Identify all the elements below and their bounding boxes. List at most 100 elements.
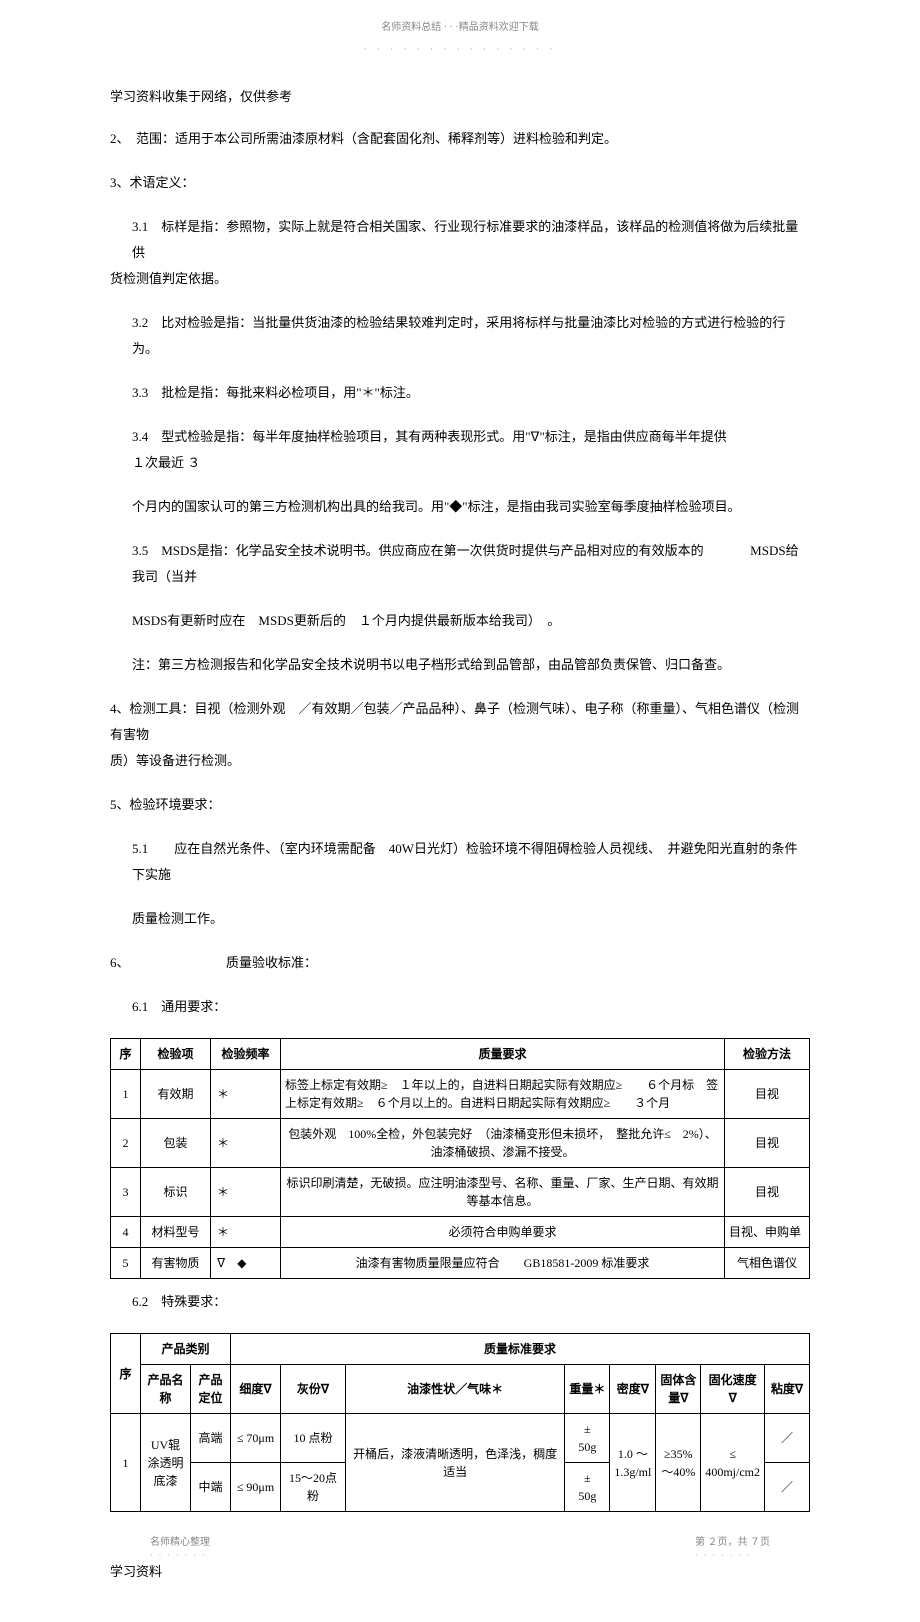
section-6: 6、 质量验收标准： <box>110 950 810 976</box>
t1r5-seq: 5 <box>111 1248 141 1279</box>
t1r1-method: 目视 <box>725 1070 810 1119</box>
t2-ash: 灰份ᐁ <box>281 1365 346 1414</box>
s3-4a-tail: １次最近 ３ <box>132 455 200 470</box>
t1r4-freq: ＊ <box>211 1217 281 1248</box>
t1r3-method: 目视 <box>725 1168 810 1217</box>
t1r4-req: 必须符合申购单要求 <box>281 1217 725 1248</box>
note: 注：第三方检测报告和化学品安全技术说明书以电子档形式给到品管部，由品管部负责保管… <box>110 652 810 678</box>
t2-category: 产品类别 <box>141 1334 231 1365</box>
t2r1-solid: ≥35%～40% <box>656 1414 701 1512</box>
t1r1-req: 标签上标定有效期≥ １年以上的，自进料日期起实际有效期应≥ ６个月标 签上标定有… <box>281 1070 725 1119</box>
t1r2-req: 包装外观 100%全检，外包装完好 （油漆桶变形但未损坏， 整批允许≤ 2%）、… <box>281 1119 725 1168</box>
t2-fineness: 细度ᐁ <box>231 1365 281 1414</box>
table1-row-5: 5 有害物质 ᐁ ◆ 油漆有害物质量限量应符合 GB18581-2009 标准要… <box>111 1248 810 1279</box>
table1-row-2: 2 包装 ＊ 包装外观 100%全检，外包装完好 （油漆桶变形但未损坏， 整批允… <box>111 1119 810 1168</box>
top-header: 名师资料总结 · · ·精品资料欢迎下载 <box>110 20 810 35</box>
header-dots: · · · · · · · · · · · · · · · <box>110 43 810 57</box>
t1r5-method: 气相色谱仪 <box>725 1248 810 1279</box>
section-2: 2、 范围：适用于本公司所需油漆原材料（含配套固化剂、稀释剂等）进料检验和判定。 <box>110 126 810 152</box>
footer-left-dots: · · · · · · · <box>150 1550 210 1562</box>
table2-header-top: 序 产品类别 质量标准要求 <box>111 1334 810 1365</box>
section-3: 3、术语定义： <box>110 170 810 196</box>
t1r5-req: 油漆有害物质量限量应符合 GB18581-2009 标准要求 <box>281 1248 725 1279</box>
t2-name: 产品名称 <box>141 1365 191 1414</box>
section-6-2: 6.2 特殊要求： <box>110 1289 810 1315</box>
section-3-4a: 3.4 型式检验是指：每半年度抽样检验项目，其有两种表现形式。用"ᐁ"标注，是指… <box>110 424 810 476</box>
section-5-1a: 5.1 应在自然光条件、（室内环境需配备 40W日光灯）检验环境不得阻碍检验人员… <box>110 836 810 888</box>
page-footer-left: 名师精心整理 · · · · · · · <box>150 1535 210 1562</box>
table2-row-1a: 1 UV辊涂透明底漆 高端 ≤ 70μm 10 点粉 开桶后，漆液清晰透明，色泽… <box>111 1414 810 1463</box>
page-wrapper: 名师资料总结 · · ·精品资料欢迎下载 · · · · · · · · · ·… <box>110 20 810 1582</box>
section-6-1: 6.1 通用要求： <box>110 994 810 1020</box>
table1-row-1: 1 有效期 ＊ 标签上标定有效期≥ １年以上的，自进料日期起实际有效期应≥ ６个… <box>111 1070 810 1119</box>
t2-density: 密度ᐁ <box>610 1365 656 1414</box>
s6-tail: 质量验收标准： <box>226 955 317 970</box>
footer-right-dots: · · · · · · · <box>695 1550 770 1562</box>
t2r1-visc2: ／ <box>765 1463 810 1512</box>
t1r5-item: 有害物质 <box>141 1248 211 1279</box>
t1r3-item: 标识 <box>141 1168 211 1217</box>
t1r2-freq: ＊ <box>211 1119 281 1168</box>
t2-grade: 产品定位 <box>191 1365 231 1414</box>
footer-left-text: 名师精心整理 <box>150 1535 210 1550</box>
t2r1-cure: ≤ 400mj/cm2 <box>701 1414 765 1512</box>
t2-cure: 固化速度ᐁ <box>701 1365 765 1414</box>
section-3-3: 3.3 批检是指：每批来料必检项目，用"＊"标注。 <box>110 380 810 406</box>
t2-seq: 序 <box>111 1334 141 1414</box>
t2r1-fineness2: ≤ 90μm <box>231 1463 281 1512</box>
t2r1-grade2: 中端 <box>191 1463 231 1512</box>
section-3-1a: 3.1 标样是指：参照物，实际上就是符合相关国家、行业现行标准要求的油漆样品，该… <box>110 214 810 266</box>
t1r3-freq: ＊ <box>211 1168 281 1217</box>
t1r2-item: 包装 <box>141 1119 211 1168</box>
t2r1-ash2: 15～20点粉 <box>281 1463 346 1512</box>
t2r1-seq: 1 <box>111 1414 141 1512</box>
section-3-4b: 个月内的国家认可的第三方检测机构出具的给我司。用"◆"标注，是指由我司实验室每季… <box>110 494 810 520</box>
t1r4-seq: 4 <box>111 1217 141 1248</box>
t1r4-item: 材料型号 <box>141 1217 211 1248</box>
s6-prefix: 6、 <box>110 955 130 970</box>
s3-4a-main: 3.4 型式检验是指：每半年度抽样检验项目，其有两种表现形式。用"ᐁ"标注，是指… <box>132 429 727 444</box>
section-3-5b: MSDS有更新时应在 MSDS更新后的 １个月内提供最新版本给我司） 。 <box>110 608 810 634</box>
t1r3-req: 标识印刷清楚，无破损。应注明油漆型号、名称、重量、厂家、生产日期、有效期等基本信… <box>281 1168 725 1217</box>
t2r1-weight2: ± 50g <box>565 1463 610 1512</box>
section-3-2: 3.2 比对检验是指：当批量供货油漆的检验结果较难判定时，采用将标样与批量油漆比… <box>110 310 810 362</box>
intro-title: 学习资料收集于网络，仅供参考 <box>110 87 810 107</box>
t2r1-density: 1.0 ～1.3g/ml <box>610 1414 656 1512</box>
footer-text: 学习资料 <box>110 1562 810 1582</box>
s3-5a-main: 3.5 MSDS是指：化学品安全技术说明书。供应商应在第一次供货时提供与产品相对… <box>132 543 704 558</box>
t2-solid: 固体含量ᐁ <box>656 1365 701 1414</box>
t1r1-seq: 1 <box>111 1070 141 1119</box>
t2r1-ash1: 10 点粉 <box>281 1414 346 1463</box>
t2-state: 油漆性状／气味＊ <box>346 1365 565 1414</box>
th-req: 质量要求 <box>281 1039 725 1070</box>
footer-right-text: 第 ２页，共 ７页 <box>695 1535 770 1550</box>
t1r2-seq: 2 <box>111 1119 141 1168</box>
table-general: 序 检验项 检验频率 质量要求 检验方法 1 有效期 ＊ 标签上标定有效期≥ １… <box>110 1038 810 1279</box>
t2r1-grade1: 高端 <box>191 1414 231 1463</box>
t1r2-method: 目视 <box>725 1119 810 1168</box>
table1-row-4: 4 材料型号 ＊ 必须符合申购单要求 目视、申购单 <box>111 1217 810 1248</box>
section-3-5a: 3.5 MSDS是指：化学品安全技术说明书。供应商应在第一次供货时提供与产品相对… <box>110 538 810 590</box>
table1-header-row: 序 检验项 检验频率 质量要求 检验方法 <box>111 1039 810 1070</box>
section-4b: 质）等设备进行检测。 <box>110 748 810 774</box>
section-5: 5、检验环境要求： <box>110 792 810 818</box>
t1r1-freq: ＊ <box>211 1070 281 1119</box>
section-3-1b: 货检测值判定依据。 <box>110 266 810 292</box>
t1r1-item: 有效期 <box>141 1070 211 1119</box>
t2r1-visc1: ／ <box>765 1414 810 1463</box>
table1-row-3: 3 标识 ＊ 标识印刷清楚，无破损。应注明油漆型号、名称、重量、厂家、生产日期、… <box>111 1168 810 1217</box>
t2r1-name: UV辊涂透明底漆 <box>141 1414 191 1512</box>
th-freq: 检验频率 <box>211 1039 281 1070</box>
table2-header-sub: 产品名称 产品定位 细度ᐁ 灰份ᐁ 油漆性状／气味＊ 重量＊ 密度ᐁ 固体含量ᐁ… <box>111 1365 810 1414</box>
t1r5-freq: ᐁ ◆ <box>211 1248 281 1279</box>
t2r1-weight1: ± 50g <box>565 1414 610 1463</box>
t2-viscosity: 粘度ᐁ <box>765 1365 810 1414</box>
t2r1-fineness1: ≤ 70μm <box>231 1414 281 1463</box>
t1r3-seq: 3 <box>111 1168 141 1217</box>
page-footer-right: 第 ２页，共 ７页 · · · · · · · <box>695 1535 770 1562</box>
t2-quality: 质量标准要求 <box>231 1334 810 1365</box>
th-item: 检验项 <box>141 1039 211 1070</box>
th-seq: 序 <box>111 1039 141 1070</box>
section-4a: 4、检测工具：目视（检测外观 ／有效期／包装／产品品种）、鼻子（检测气味）、电子… <box>110 696 810 748</box>
table-special: 序 产品类别 质量标准要求 产品名称 产品定位 细度ᐁ 灰份ᐁ 油漆性状／气味＊… <box>110 1333 810 1512</box>
